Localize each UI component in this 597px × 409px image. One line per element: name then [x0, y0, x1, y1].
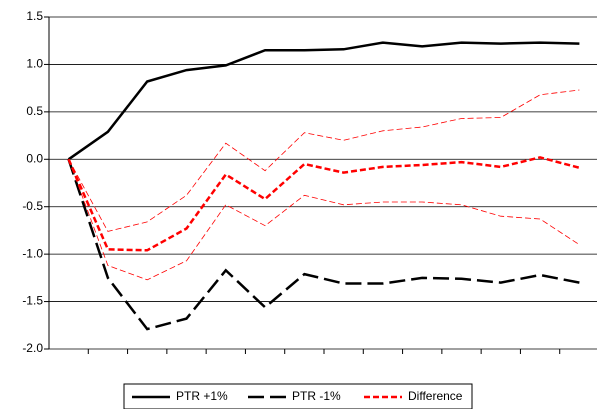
series-line: [68, 159, 580, 281]
y-tick-label: -1.5: [22, 294, 43, 308]
series-line: [67, 156, 580, 252]
y-tick-label: 1.5: [26, 9, 43, 23]
y-tick-label: 1.0: [26, 57, 43, 71]
legend-label: PTR -1%: [292, 389, 341, 403]
series-line: [68, 89, 580, 232]
y-tick-label: -2.0: [22, 341, 43, 355]
legend-label: PTR +1%: [176, 389, 228, 403]
y-tick-label: -1.0: [22, 246, 43, 260]
legend-box: [123, 383, 473, 409]
series-line: [67, 41, 580, 161]
series-line: [67, 158, 580, 331]
y-tick-label: 0.0: [26, 151, 43, 165]
y-tick-label: -0.5: [22, 199, 43, 213]
legend-label: Difference: [408, 389, 463, 403]
y-tick-label: 0.5: [26, 104, 43, 118]
